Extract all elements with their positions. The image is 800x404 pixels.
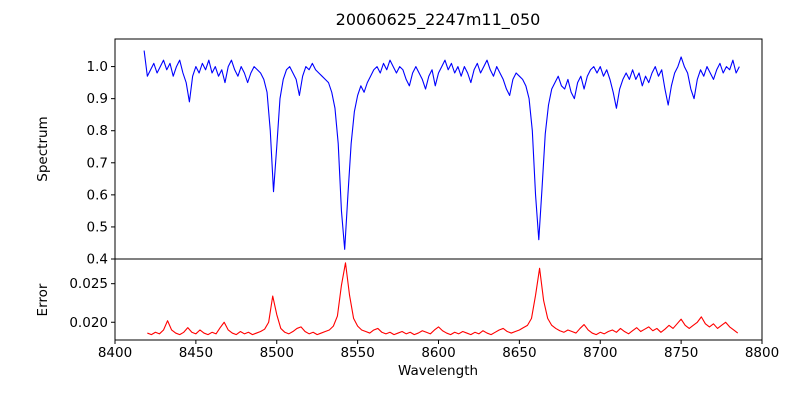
error-y-axis-label: Error	[35, 283, 51, 316]
spectrum-y-axis-label: Spectrum	[35, 116, 51, 181]
x-tick-label: 8800	[745, 345, 779, 361]
error-y-tick-label: 0.025	[69, 276, 108, 292]
spectrum-y-tick-label: 0.8	[87, 123, 108, 139]
x-tick-label: 8700	[583, 345, 617, 361]
chart-title: 20060625_2247m11_050	[336, 10, 541, 30]
spectrum-line	[143, 50, 740, 250]
x-tick-label: 8500	[260, 345, 294, 361]
error-y-tick-label: 0.020	[69, 315, 108, 331]
spectrum-y-tick-label: 0.6	[87, 187, 108, 203]
spectrum-y-tick-label: 0.5	[87, 219, 108, 235]
x-tick-label: 8400	[98, 345, 132, 361]
x-axis-label: Wavelength	[398, 363, 478, 379]
spectrum-y-tick-label: 0.9	[87, 91, 108, 107]
spectrum-y-tick-label: 0.7	[87, 155, 108, 171]
x-tick-label: 8550	[340, 345, 374, 361]
x-tick-label: 8600	[421, 345, 455, 361]
error-panel-frame	[114, 258, 763, 341]
spectrum-y-tick-label: 0.4	[87, 252, 108, 268]
plot-area: 0.4 0.5 0.6 0.7 0.8 0.9 1.0 0.020 0.025 8400 8450 8…	[69, 38, 779, 361]
error-line	[147, 262, 739, 336]
x-tick-label: 8650	[502, 345, 536, 361]
x-tick-label: 8750	[664, 345, 698, 361]
spectrum-y-tick-label: 1.0	[87, 59, 108, 75]
x-tick-label: 8450	[179, 345, 213, 361]
